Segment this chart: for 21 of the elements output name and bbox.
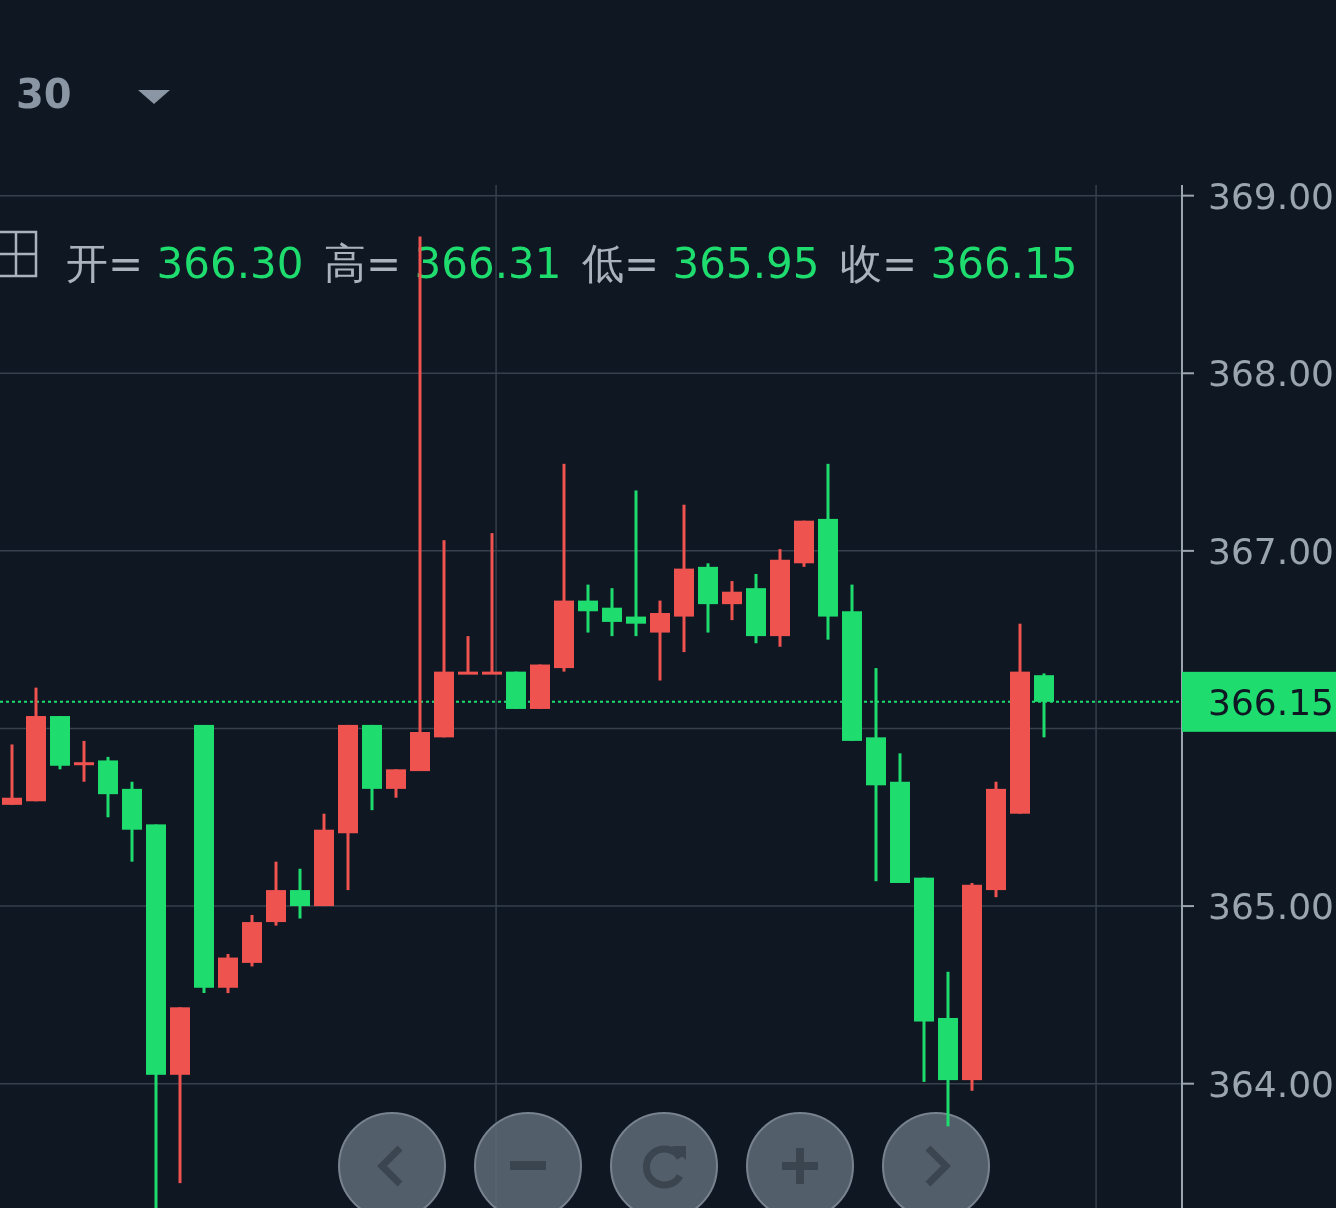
candlestick [290,867,310,919]
y-tick-label: 368.00 [1208,353,1334,395]
candlestick [722,581,742,622]
annotation: 收= 366.15 [840,239,1078,288]
candlestick [386,769,406,798]
candlestick [626,490,646,638]
candlestick [650,600,670,681]
candlestick [602,588,622,638]
y-tick-label: 365.00 [1208,886,1334,928]
candlestick [74,739,94,782]
y-tick-label: 367.00 [1208,530,1334,572]
annotation: 低= 365.95 [582,239,820,288]
y-tick-label: 364.00 [1208,1063,1334,1105]
candlestick [578,584,598,633]
candlestick [458,636,478,675]
y-tick-label: 369.00 [1208,175,1334,217]
candlestick [2,744,22,805]
text: 30 [16,71,72,117]
ref-line-label: 366.15 [1208,681,1334,723]
candlestick [482,533,502,675]
annotation: 开= 366.30 [66,239,304,288]
